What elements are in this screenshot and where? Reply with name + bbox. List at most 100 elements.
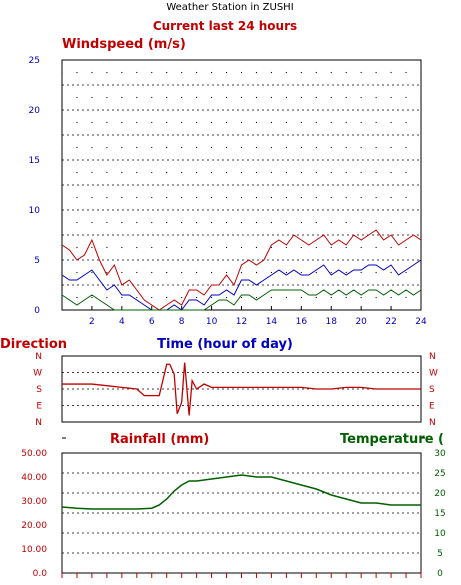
grid-dot xyxy=(315,221,317,224)
grid-dot xyxy=(315,96,317,99)
grid-dot xyxy=(225,71,228,74)
grid-dot xyxy=(181,121,183,124)
grid-dot xyxy=(300,96,302,99)
grid-dot xyxy=(151,121,153,124)
direction-grid xyxy=(62,372,421,406)
grid-dot xyxy=(285,221,287,224)
direction-tick-label: W xyxy=(33,369,42,379)
grid-dot xyxy=(300,296,302,299)
grid-dot xyxy=(91,271,93,274)
grid-dot xyxy=(91,71,93,74)
grid-dot xyxy=(405,196,407,199)
grid-dot xyxy=(151,71,153,74)
grid-dot xyxy=(240,96,243,99)
grid-dot xyxy=(210,271,213,274)
grid-dot xyxy=(345,121,347,124)
grid-dot xyxy=(136,221,138,224)
grid-dot xyxy=(196,296,198,299)
grid-dot xyxy=(360,171,362,174)
grid-dot xyxy=(390,71,392,74)
grid-dot xyxy=(106,146,108,149)
grid-dot xyxy=(136,296,138,299)
grid-dot xyxy=(315,121,317,124)
grid-dot xyxy=(255,296,258,299)
x-tick-label: 22 xyxy=(385,317,396,327)
grid-dot xyxy=(360,146,362,149)
grid-dot xyxy=(300,121,302,124)
grid-dot xyxy=(330,121,332,124)
grid-dot xyxy=(151,296,153,299)
grid-dot xyxy=(255,171,258,174)
grid-dot xyxy=(285,146,287,149)
grid-dot xyxy=(76,196,78,199)
grid-dot xyxy=(151,221,153,224)
direction-tick-label: E xyxy=(429,402,435,412)
x-tick-label: 10 xyxy=(206,317,218,327)
x-tick-label: 2 xyxy=(89,317,95,327)
temperature-tick-label: 20 xyxy=(434,489,446,499)
windspeed-line xyxy=(61,259,422,311)
grid-dot xyxy=(121,121,123,124)
grid-dot xyxy=(360,221,362,224)
grid-dot xyxy=(390,146,392,149)
grid-dot xyxy=(76,146,78,149)
grid-dot xyxy=(151,96,153,99)
grid-dot xyxy=(196,221,198,224)
grid-dot xyxy=(91,296,93,299)
temperature-line xyxy=(61,474,421,510)
grid-dot xyxy=(181,96,183,99)
grid-dot xyxy=(345,221,347,224)
grid-dot xyxy=(420,71,422,74)
grid-dot xyxy=(300,221,302,224)
windspeed-x-ticks: 2 4 6 8 10 12 14 16 18 20 22 24 xyxy=(89,306,427,327)
grid-dot xyxy=(270,96,273,99)
grid-dot xyxy=(345,271,347,274)
temperature-series xyxy=(61,474,421,510)
grid-dot xyxy=(91,196,93,199)
grid-dot xyxy=(255,96,258,99)
grid-dot xyxy=(255,196,258,199)
grid-dot xyxy=(121,96,123,99)
grid-dot xyxy=(285,171,287,174)
grid-dot xyxy=(405,71,407,74)
grid-dot xyxy=(151,271,153,274)
grid-dot xyxy=(315,271,317,274)
grid-dot xyxy=(61,71,63,74)
grid-dot xyxy=(300,271,302,274)
x-tick-label: 18 xyxy=(326,317,338,327)
grid-dot xyxy=(270,171,273,174)
grid-dot xyxy=(405,296,407,299)
grid-dot xyxy=(61,296,63,299)
grid-dot xyxy=(390,221,392,224)
grid-dot xyxy=(240,271,243,274)
grid-dot xyxy=(91,171,93,174)
grid-dot xyxy=(225,96,228,99)
grid-dot xyxy=(390,96,392,99)
grid-dot xyxy=(360,271,362,274)
grid-dot xyxy=(225,221,228,224)
direction-tick-label: W xyxy=(429,369,438,379)
grid-dot xyxy=(91,246,93,249)
grid-dot xyxy=(106,171,108,174)
grid-dot xyxy=(390,171,392,174)
grid-dot xyxy=(181,246,183,249)
grid-dot xyxy=(315,71,317,74)
grid-dot xyxy=(420,146,422,149)
grid-dot xyxy=(405,121,407,124)
grid-dot xyxy=(136,96,138,99)
grid-dot xyxy=(240,246,243,249)
grid-dot xyxy=(285,296,287,299)
grid-dot xyxy=(375,271,377,274)
grid-dot xyxy=(121,246,123,249)
temperature-title: Temperature ( xyxy=(340,432,444,447)
grid-dot xyxy=(330,146,332,149)
grid-dot xyxy=(420,271,422,274)
grid-dot xyxy=(300,171,302,174)
grid-dot xyxy=(375,246,377,249)
x-tick-label: 16 xyxy=(296,317,308,327)
grid-dot xyxy=(420,171,422,174)
grid-dot xyxy=(330,296,332,299)
grid-dot xyxy=(225,171,228,174)
grid-dot xyxy=(300,146,302,149)
grid-dot xyxy=(106,296,108,299)
